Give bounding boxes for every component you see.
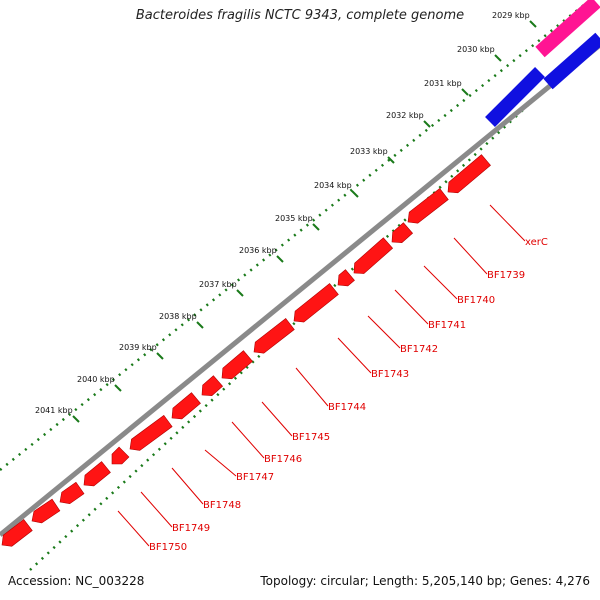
- gene-label-leader: [231, 421, 265, 459]
- gene-label-leader: [489, 204, 526, 242]
- kbp-tick-label: 2032 kbp: [386, 111, 424, 120]
- gene-arrow-forward: [111, 446, 130, 465]
- kbp-tick-label: 2034 kbp: [314, 181, 352, 190]
- kbp-tick-label: 2037 kbp: [199, 280, 237, 289]
- gene-arrow-forward: [353, 237, 394, 274]
- kbp-tick: [312, 223, 320, 231]
- gene-label: BF1747: [236, 472, 274, 483]
- gene-arrow-forward: [447, 154, 491, 194]
- gene-label: BF1740: [457, 295, 495, 306]
- kbp-tick-label: 2038 kbp: [159, 312, 197, 321]
- kbp-tick-label: 2041 kbp: [35, 406, 73, 415]
- gene-label-leader: [367, 315, 401, 349]
- gene-arrow-forward: [337, 269, 355, 287]
- kbp-tick: [387, 156, 395, 164]
- gene-arrow-reverse: [485, 67, 545, 127]
- genome-summary-text: Topology: circular; Length: 5,205,140 bp…: [260, 574, 590, 588]
- gene-label: BF1746: [264, 454, 302, 465]
- gene-label-leader: [117, 510, 150, 547]
- kbp-tick: [529, 20, 537, 28]
- gene-label: BF1742: [400, 344, 438, 355]
- kbp-tick: [276, 255, 284, 263]
- gene-arrow-forward: [31, 498, 61, 524]
- kbp-tick: [114, 384, 122, 392]
- genome-backbone: [0, 43, 600, 537]
- gene-label-leader: [453, 237, 488, 275]
- gene-label: BF1739: [487, 270, 525, 281]
- gene-arrow-forward: [293, 283, 339, 323]
- gene-arrow-forward: [83, 461, 111, 487]
- accession-text: Accession: NC_003228: [8, 574, 145, 588]
- gene-label: BF1750: [149, 542, 187, 553]
- kbp-tick: [196, 321, 204, 329]
- kbp-tick: [351, 190, 359, 198]
- gene-arrow-forward: [171, 392, 201, 420]
- gene-arrow-forward: [391, 222, 414, 243]
- outer-ruler-track: [0, 0, 591, 471]
- gene-arrow-forward: [59, 481, 85, 505]
- kbp-tick: [423, 120, 431, 128]
- gene-label-leader: [295, 367, 329, 407]
- gene-label-leader: [261, 401, 293, 437]
- gene-label: BF1748: [203, 500, 241, 511]
- gene-label-leader: [394, 289, 429, 325]
- kbp-tick-label: 2036 kbp: [239, 246, 277, 255]
- gene-label: BF1741: [428, 320, 466, 331]
- kbp-tick: [494, 54, 502, 62]
- gene-arrow-forward: [201, 375, 224, 396]
- gene-arrow-forward: [129, 414, 173, 451]
- gene-label: BF1749: [172, 523, 210, 534]
- gene-arrow-reverse: [535, 0, 600, 58]
- gene-label-leader: [423, 265, 458, 300]
- gene-label: BF1743: [371, 369, 409, 380]
- kbp-tick-label: 2040 kbp: [77, 375, 115, 384]
- inner-ruler-track: [29, 37, 600, 571]
- gene-label: xerC: [525, 237, 548, 248]
- gene-arrow-forward: [1, 519, 33, 547]
- gene-arrow-forward: [253, 318, 295, 354]
- kbp-tick: [72, 415, 80, 423]
- gene-label-leader: [171, 467, 204, 505]
- map-title: Bacteroides fragilis NCTC 9343, complete…: [135, 8, 465, 23]
- gene-label: BF1744: [328, 402, 366, 413]
- gene-arrow-forward: [407, 188, 449, 224]
- kbp-tick-label: 2030 kbp: [457, 45, 495, 54]
- kbp-tick: [156, 352, 164, 360]
- kbp-tick-label: 2031 kbp: [424, 79, 462, 88]
- kbp-tick-label: 2035 kbp: [275, 214, 313, 223]
- kbp-tick-label: 2033 kbp: [350, 147, 388, 156]
- kbp-tick-label: 2039 kbp: [119, 343, 157, 352]
- gene-arrow-forward: [221, 350, 253, 380]
- gene-label-leader: [204, 449, 237, 477]
- kbp-tick-label: 2029 kbp: [492, 11, 530, 20]
- gene-label-leader: [140, 491, 173, 528]
- gene-label: BF1745: [292, 432, 330, 443]
- kbp-tick: [461, 88, 469, 96]
- kbp-tick: [236, 289, 244, 297]
- gene-label-leader: [337, 337, 372, 374]
- gene-arrow-reverse: [543, 32, 600, 90]
